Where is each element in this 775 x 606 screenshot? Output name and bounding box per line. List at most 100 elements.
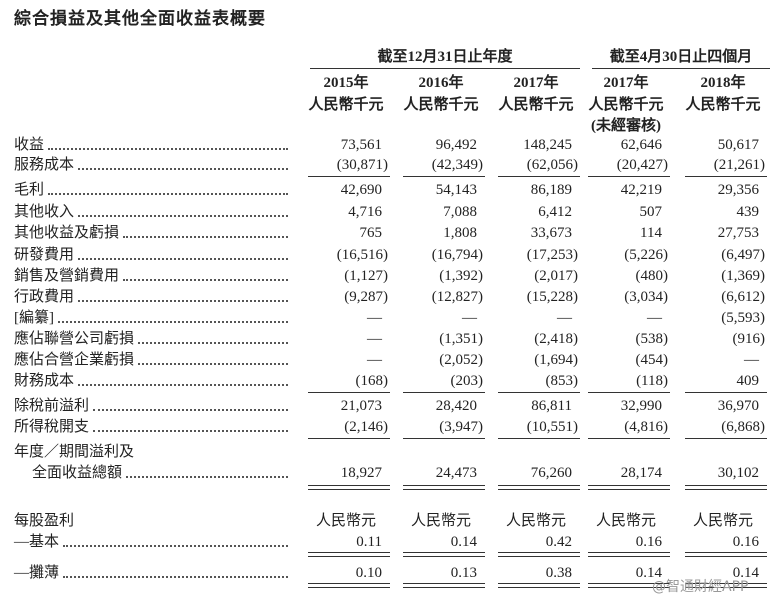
rule [308,583,390,584]
cell: 148,245 [523,137,572,153]
rule [403,489,485,490]
cell: (203) [450,373,484,389]
cell: (2,017) [534,268,578,284]
cell: (6,612) [721,289,765,305]
cell: 0.13 [450,565,477,581]
rule [685,438,767,439]
watermark: @智通財經APP [652,579,749,595]
cell: (853) [545,373,579,389]
cell: 507 [639,204,663,220]
rule [498,556,580,557]
rule [403,176,485,177]
cell: 人民幣元 [505,513,566,529]
rule [498,587,580,588]
cell: 765 [359,225,383,241]
cell: 0.11 [356,534,382,550]
cell: (538) [635,331,669,347]
cell: — [462,310,477,326]
cell: 7,088 [443,204,477,220]
unit-header: 人民幣千元 [403,97,479,113]
row-label: 行政費用 [14,288,288,306]
rule [685,392,767,393]
cell: 30,102 [717,465,759,481]
cell: (168) [355,373,389,389]
row-label: 其他收入 [14,203,288,221]
label-text: 銷售及營銷費用 [14,268,120,284]
cell: (21,261) [713,157,765,173]
rule [498,552,580,553]
rule [685,489,767,490]
leader [78,384,288,386]
cell: 42,690 [340,182,382,198]
rule [403,583,485,584]
cell: 54,143 [435,182,477,198]
leader [123,236,288,238]
note: (未經審核) [591,118,661,134]
label-text: 每股盈利 [14,513,75,529]
cell: (16,516) [336,247,388,263]
cell: (916) [732,331,766,347]
cell: 0.10 [355,565,382,581]
rule [403,485,485,486]
cell: 73,561 [340,137,382,153]
rule [588,587,670,588]
label-text: —基本 [14,534,60,550]
rule [588,489,670,490]
rule [498,583,580,584]
label-text: 應佔聯營公司虧損 [14,331,135,347]
cell: (30,871) [336,157,388,173]
cell: (20,427) [616,157,668,173]
group-header: 截至4月30日止四個月 [609,49,753,65]
cell: 50,617 [717,137,759,153]
cell: 0.14 [450,534,477,550]
cell: — [557,310,572,326]
year-header: 2015年 [323,75,369,91]
rule [588,583,670,584]
cell: (1,392) [439,268,483,284]
rule [592,68,770,69]
cell: (12,827) [431,289,483,305]
year-header: 2017年 [603,75,649,91]
cell: (3,947) [439,419,483,435]
rule [685,556,767,557]
rule [685,587,767,588]
cell: (454) [635,352,669,368]
cell: 439 [736,204,760,220]
cell: 29,356 [717,182,759,198]
cell: (480) [635,268,669,284]
row-label: 所得稅開支 [14,418,288,436]
label-text: 研發費用 [14,247,75,263]
label-text: —攤薄 [14,565,60,581]
cell: (17,253) [526,247,578,263]
leader [123,279,288,281]
group-header: 截至12月31日止年度 [377,49,513,65]
rule [498,485,580,486]
leader [63,576,288,578]
rule [403,587,485,588]
cell: (118) [636,373,668,389]
cell: (6,497) [721,247,765,263]
cell: 人民幣元 [692,513,753,529]
cell: (9,287) [344,289,388,305]
leader [126,476,288,478]
label-text: 應佔合營企業虧損 [14,352,135,368]
rule [498,438,580,439]
cell: (2,146) [344,419,388,435]
unit-header: 人民幣千元 [498,97,574,113]
cell: 28,420 [435,398,477,414]
cell: 42,219 [620,182,662,198]
cell: 96,492 [435,137,477,153]
label-text: 其他收入 [14,204,75,220]
leader [48,193,288,195]
row-label: 應佔合營企業虧損 [14,351,288,369]
rule [403,392,485,393]
cell: (3,034) [624,289,668,305]
rule [498,489,580,490]
rule [308,392,390,393]
row-label: 其他收益及虧損 [14,224,288,242]
cell: (4,816) [624,419,668,435]
cell: 62,646 [620,137,662,153]
leader [78,215,288,217]
cell: 0.42 [545,534,572,550]
